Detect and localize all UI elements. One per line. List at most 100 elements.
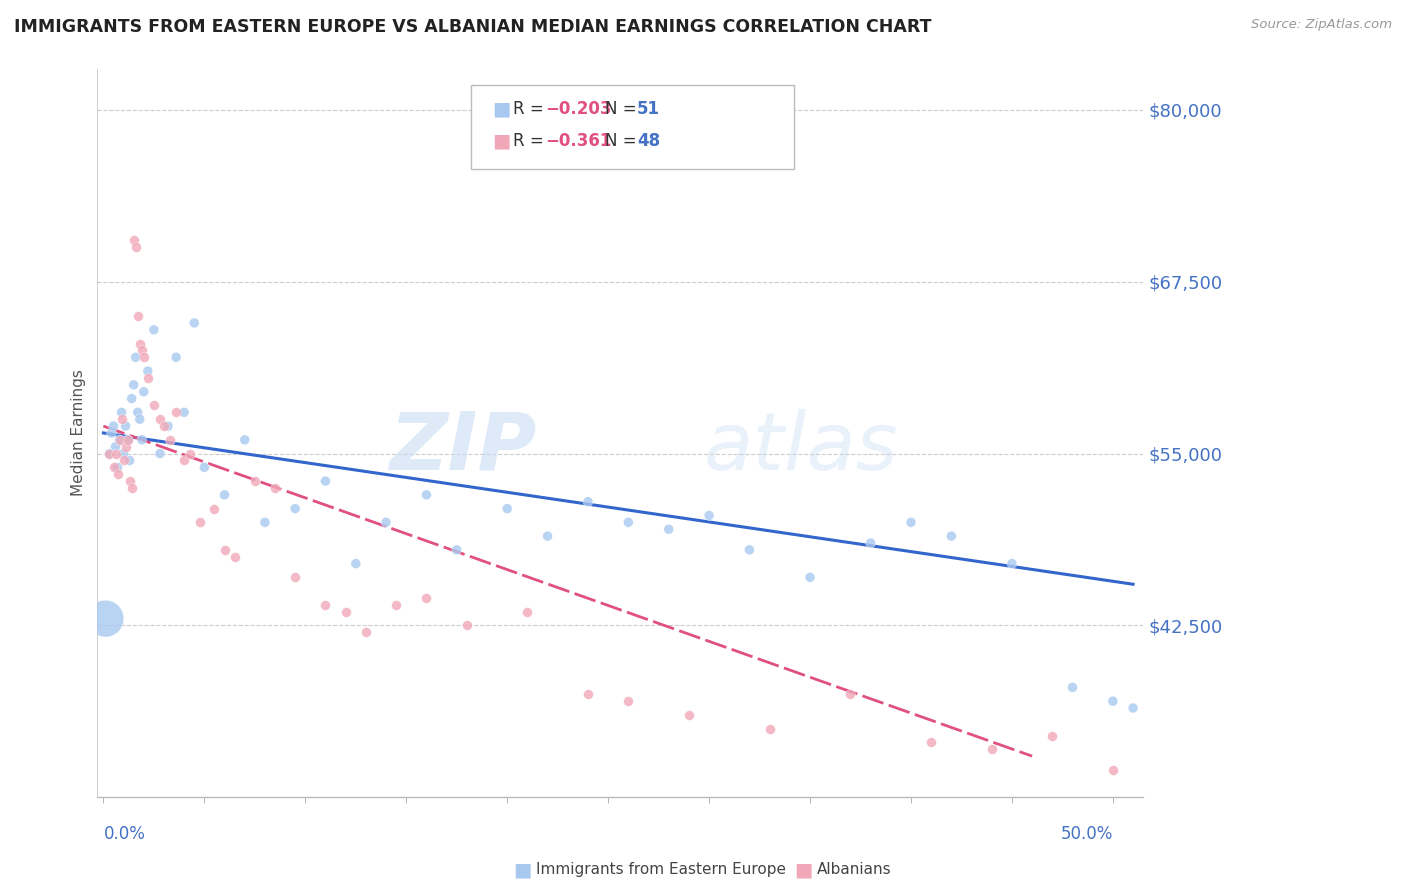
Point bbox=[456, 618, 478, 632]
Point bbox=[179, 447, 201, 461]
Point bbox=[980, 742, 1002, 756]
Text: N =: N = bbox=[605, 132, 641, 150]
Text: Source: ZipAtlas.com: Source: ZipAtlas.com bbox=[1251, 18, 1392, 31]
Point bbox=[136, 371, 159, 385]
Text: Immigrants from Eastern Europe: Immigrants from Eastern Europe bbox=[536, 863, 786, 877]
Text: IMMIGRANTS FROM EASTERN EUROPE VS ALBANIAN MEDIAN EARNINGS CORRELATION CHART: IMMIGRANTS FROM EASTERN EUROPE VS ALBANI… bbox=[14, 18, 932, 36]
Point bbox=[496, 501, 519, 516]
Point bbox=[738, 542, 761, 557]
Text: 50.0%: 50.0% bbox=[1060, 825, 1114, 843]
Point bbox=[284, 570, 307, 584]
Point bbox=[131, 433, 153, 447]
Point bbox=[149, 412, 172, 426]
Point bbox=[142, 399, 165, 413]
Point bbox=[516, 605, 538, 619]
Point bbox=[758, 722, 780, 736]
Point bbox=[122, 234, 145, 248]
Point bbox=[839, 687, 862, 701]
Point bbox=[264, 481, 287, 495]
Point bbox=[315, 598, 337, 612]
Point bbox=[159, 433, 181, 447]
Point bbox=[98, 447, 121, 461]
Point bbox=[214, 542, 236, 557]
Point bbox=[224, 549, 246, 564]
Point bbox=[576, 494, 599, 508]
Point bbox=[188, 516, 211, 530]
Text: −0.361: −0.361 bbox=[546, 132, 612, 150]
Text: Albanians: Albanians bbox=[817, 863, 891, 877]
Point bbox=[104, 447, 127, 461]
Point bbox=[214, 488, 236, 502]
Point bbox=[415, 488, 437, 502]
Point bbox=[117, 433, 139, 447]
Point bbox=[941, 529, 963, 543]
Text: ■: ■ bbox=[794, 860, 813, 880]
Point bbox=[617, 516, 640, 530]
Point bbox=[104, 440, 127, 454]
Point bbox=[173, 453, 195, 467]
Point bbox=[132, 384, 155, 399]
Point bbox=[136, 364, 159, 378]
Point bbox=[107, 467, 129, 482]
Point bbox=[121, 481, 143, 495]
Point bbox=[165, 405, 187, 419]
Point bbox=[446, 542, 468, 557]
Point bbox=[121, 392, 143, 406]
Point bbox=[108, 433, 131, 447]
Point bbox=[112, 447, 135, 461]
Point bbox=[112, 453, 135, 467]
Point bbox=[658, 522, 681, 536]
Point bbox=[315, 474, 337, 488]
Point bbox=[859, 536, 882, 550]
Point bbox=[335, 605, 357, 619]
Point bbox=[107, 460, 129, 475]
Point bbox=[114, 419, 136, 434]
Text: 0.0%: 0.0% bbox=[104, 825, 145, 843]
Point bbox=[900, 516, 922, 530]
Text: ■: ■ bbox=[513, 860, 531, 880]
Text: −0.203: −0.203 bbox=[546, 100, 612, 118]
Point bbox=[110, 412, 132, 426]
Point bbox=[132, 351, 155, 365]
Point bbox=[98, 447, 121, 461]
Point bbox=[799, 570, 821, 584]
Point bbox=[678, 707, 700, 722]
Point bbox=[354, 625, 377, 640]
Point bbox=[284, 501, 307, 516]
Y-axis label: Median Earnings: Median Earnings bbox=[72, 369, 86, 497]
Point bbox=[536, 529, 558, 543]
Point bbox=[114, 440, 136, 454]
Point bbox=[173, 405, 195, 419]
Point bbox=[100, 425, 122, 440]
Point bbox=[1102, 694, 1125, 708]
Point bbox=[1001, 557, 1024, 571]
Point bbox=[253, 516, 276, 530]
Text: ■: ■ bbox=[492, 131, 510, 151]
Point bbox=[127, 309, 149, 323]
Text: ■: ■ bbox=[492, 99, 510, 119]
Point bbox=[204, 501, 226, 516]
Point bbox=[233, 433, 256, 447]
Text: 51: 51 bbox=[637, 100, 659, 118]
Point bbox=[110, 405, 132, 419]
Point bbox=[153, 419, 176, 434]
Point bbox=[117, 433, 139, 447]
Point bbox=[127, 405, 149, 419]
Point bbox=[344, 557, 367, 571]
Point bbox=[375, 516, 398, 530]
Text: R =: R = bbox=[513, 132, 550, 150]
Point bbox=[576, 687, 599, 701]
Text: atlas: atlas bbox=[704, 409, 898, 486]
Point bbox=[103, 460, 125, 475]
Text: N =: N = bbox=[605, 100, 641, 118]
Point bbox=[103, 419, 125, 434]
Point bbox=[156, 419, 179, 434]
Point bbox=[697, 508, 720, 523]
Point bbox=[108, 433, 131, 447]
Point bbox=[142, 323, 165, 337]
Point bbox=[1040, 729, 1063, 743]
Point bbox=[1102, 763, 1125, 777]
Point bbox=[193, 460, 215, 475]
Point bbox=[118, 474, 141, 488]
Point bbox=[131, 343, 153, 358]
